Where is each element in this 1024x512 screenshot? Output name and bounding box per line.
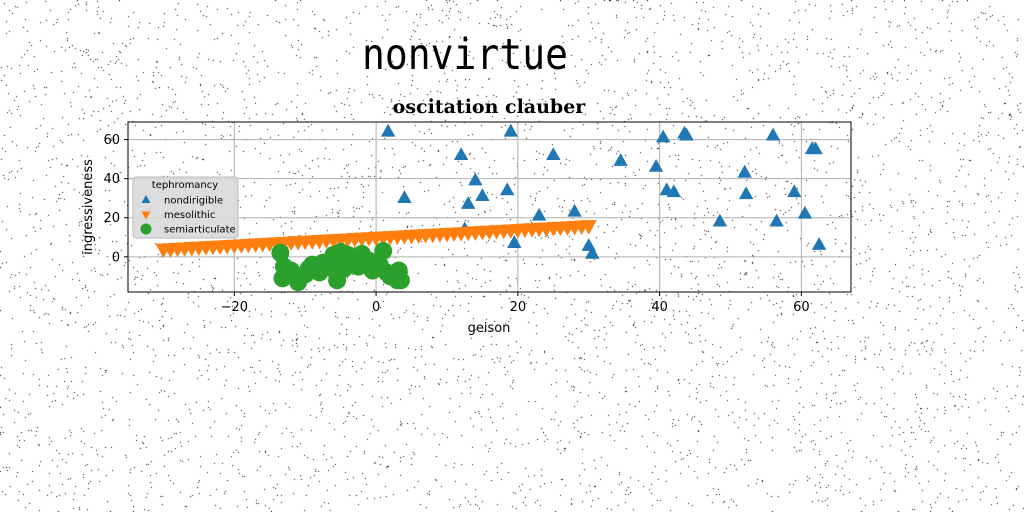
point-nondirigible	[503, 123, 518, 137]
y-tick-label: 60	[103, 133, 120, 148]
legend-title: tephromancy	[152, 180, 218, 191]
grid-lines	[128, 122, 851, 292]
x-tick-label: −20	[221, 300, 248, 315]
point-nondirigible	[468, 172, 483, 186]
point-nondirigible	[738, 186, 754, 200]
point-nondirigible	[666, 184, 681, 198]
point-semiarticulate	[391, 271, 410, 290]
legend-label-nondirigible: nondirigible	[164, 196, 223, 207]
point-nondirigible	[769, 213, 784, 227]
point-semiarticulate	[271, 243, 290, 262]
point-nondirigible	[507, 235, 522, 248]
x-tick-label: 20	[510, 300, 527, 315]
data-points	[155, 123, 827, 292]
y-tick-label: 20	[103, 211, 120, 226]
point-nondirigible	[585, 245, 600, 259]
point-nondirigible	[613, 153, 628, 166]
point-nondirigible	[453, 147, 469, 161]
point-nondirigible	[500, 182, 515, 196]
point-nondirigible	[811, 237, 827, 250]
legend-box	[132, 176, 239, 239]
axis-ticks: −20 0 20 40 60 0 20 40 60	[103, 133, 809, 315]
point-nondirigible	[808, 141, 823, 155]
plot-frame	[127, 121, 852, 293]
legend-label-mesolithic: mesolithic	[164, 210, 215, 221]
point-nondirigible	[655, 129, 671, 143]
point-nondirigible	[461, 196, 476, 209]
point-nondirigible	[567, 203, 582, 217]
y-tick-label: 40	[103, 172, 120, 187]
point-mesolithic	[580, 220, 597, 235]
point-nondirigible	[397, 190, 412, 204]
point-nondirigible	[712, 213, 728, 227]
legend-marker-semiarticulate	[140, 223, 152, 235]
legend-label-semiarticulate: semiarticulate	[164, 225, 236, 236]
x-tick-label: 0	[372, 300, 380, 315]
y-axis-label: ingressiveness	[81, 159, 96, 255]
point-nondirigible	[787, 184, 802, 198]
point-nondirigible	[380, 123, 396, 137]
point-nondirigible	[648, 158, 664, 172]
x-axis-label: geison	[468, 321, 511, 336]
y-tick-label: 0	[112, 250, 120, 265]
point-nondirigible	[475, 188, 490, 202]
point-nondirigible	[679, 127, 694, 141]
page-title: nonvirtue	[362, 30, 568, 80]
point-nondirigible	[737, 164, 752, 178]
chart-title: oscitation clauber	[393, 96, 587, 118]
x-tick-label: 40	[651, 300, 668, 315]
point-semiarticulate	[374, 241, 393, 260]
legend-marker-mesolithic	[141, 211, 151, 220]
point-nondirigible	[546, 147, 561, 161]
point-nondirigible	[797, 205, 813, 219]
point-nondirigible	[765, 127, 781, 141]
legend-marker-nondirigible	[141, 195, 151, 203]
point-nondirigible	[531, 207, 547, 221]
x-tick-label: 60	[793, 300, 810, 315]
legend: tephromancy nondirigible mesolithic semiar…	[132, 176, 239, 239]
